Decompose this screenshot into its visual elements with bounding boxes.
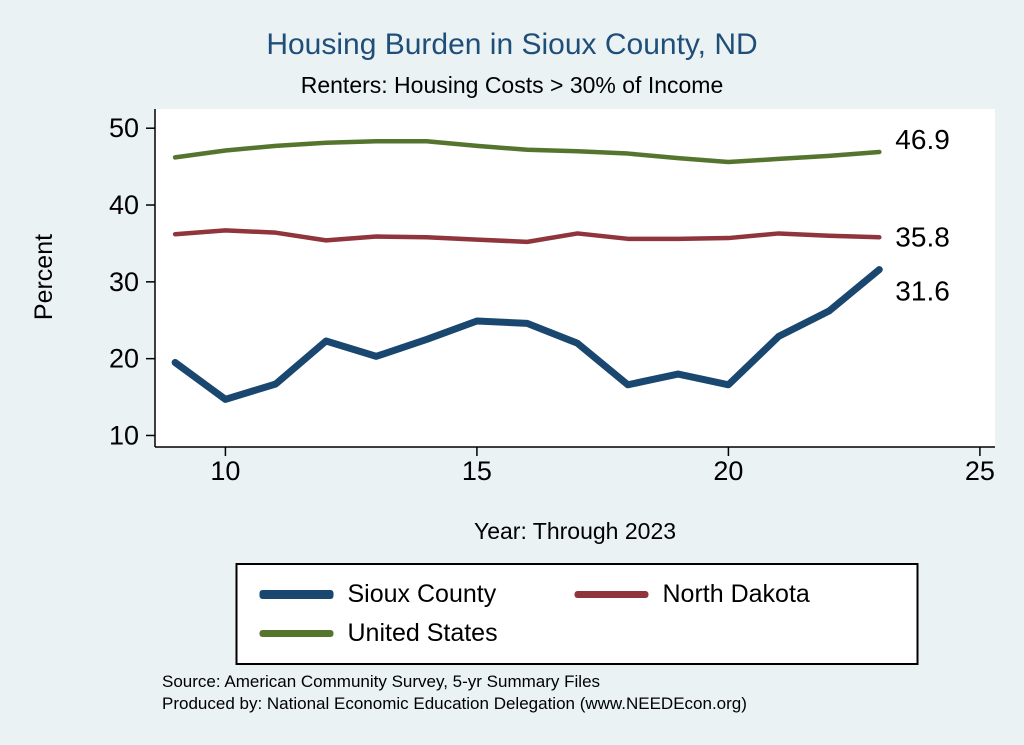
x-tick-label: 25 <box>965 456 995 486</box>
x-tick-label: 20 <box>713 456 743 486</box>
produced-by-note: Produced by: National Economic Education… <box>162 693 747 713</box>
legend-item-united-states: United States <box>259 619 575 648</box>
legend: Sioux County North Dakota United States <box>235 563 919 665</box>
y-tick-label: 50 <box>109 113 139 143</box>
footer: Source: American Community Survey, 5-yr … <box>162 671 747 715</box>
plot-area <box>155 109 995 447</box>
y-tick-label: 30 <box>109 267 139 297</box>
source-note: Source: American Community Survey, 5-yr … <box>162 672 601 691</box>
legend-item-sioux-county: Sioux County <box>259 580 575 609</box>
legend-label-north-dakota: North Dakota <box>662 580 810 608</box>
series-line-north-dakota <box>172 228 882 245</box>
legend-item-north-dakota: North Dakota <box>574 580 895 609</box>
chart-subtitle: Renters: Housing Costs > 30% of Income <box>300 72 724 98</box>
series-line-united-states <box>172 139 882 165</box>
chart-title: Housing Burden in Sioux County, ND <box>266 28 758 61</box>
x-tick-label: 15 <box>462 456 492 486</box>
legend-label-sioux-county: Sioux County <box>347 580 497 608</box>
y-tick-label: 10 <box>109 420 139 450</box>
x-axis-title: Year: Through 2023 <box>473 518 677 544</box>
x-tick-label: 10 <box>210 456 240 486</box>
north-dakota-line-swatch <box>574 591 649 598</box>
legend-label-united-states: United States <box>347 619 498 647</box>
end-value-label-united-states: 46.9 <box>895 124 950 155</box>
end-value-label-north-dakota: 35.8 <box>895 221 950 252</box>
y-tick-label: 20 <box>109 344 139 374</box>
y-tick-label: 40 <box>109 190 139 220</box>
end-value-label-sioux-county: 31.6 <box>895 276 950 307</box>
line-chart: 10 20 30 40 50 10 15 20 25 31.6 35.8 46.9 <box>109 109 995 486</box>
sioux-county-line-swatch <box>259 590 334 599</box>
series-line-sioux-county <box>171 266 883 403</box>
united-states-line-swatch <box>259 630 334 637</box>
